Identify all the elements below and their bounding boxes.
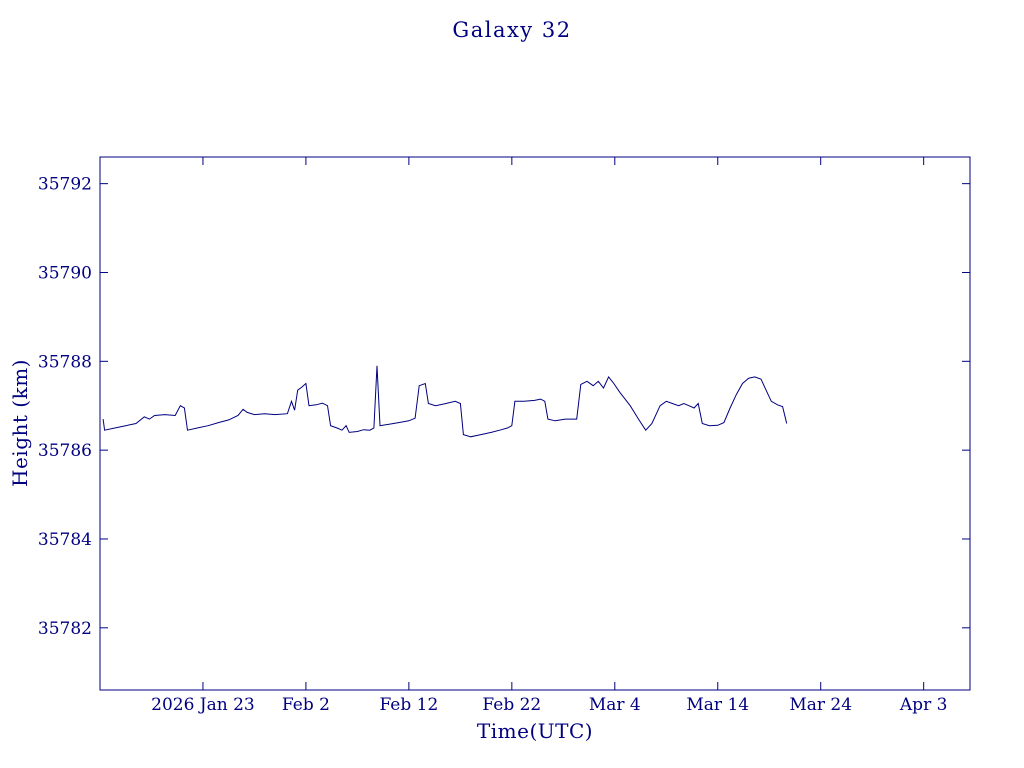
x-tick-label: Mar 14 <box>686 695 749 715</box>
y-tick-label: 35788 <box>38 352 92 372</box>
x-tick-label: Mar 24 <box>789 695 852 715</box>
x-tick-label: 2026 Jan 23 <box>151 695 255 715</box>
height-series-line <box>102 365 788 438</box>
x-tick-label: Apr 3 <box>899 695 948 715</box>
y-tick-label: 35784 <box>38 530 92 550</box>
y-tick-label: 35792 <box>38 175 92 195</box>
plot-frame <box>99 156 971 691</box>
x-tick-label: Feb 2 <box>282 695 330 715</box>
y-tick-label: 35790 <box>38 263 92 283</box>
x-tick-label: Mar 4 <box>589 695 641 715</box>
x-tick-label: Feb 22 <box>482 695 541 715</box>
x-axis-title: Time(UTC) <box>476 719 594 743</box>
x-tick-label: Feb 12 <box>379 695 438 715</box>
y-tick-label: 35786 <box>38 441 92 461</box>
chart-title: Galaxy 32 <box>452 18 572 42</box>
y-tick-label: 35782 <box>38 619 92 639</box>
